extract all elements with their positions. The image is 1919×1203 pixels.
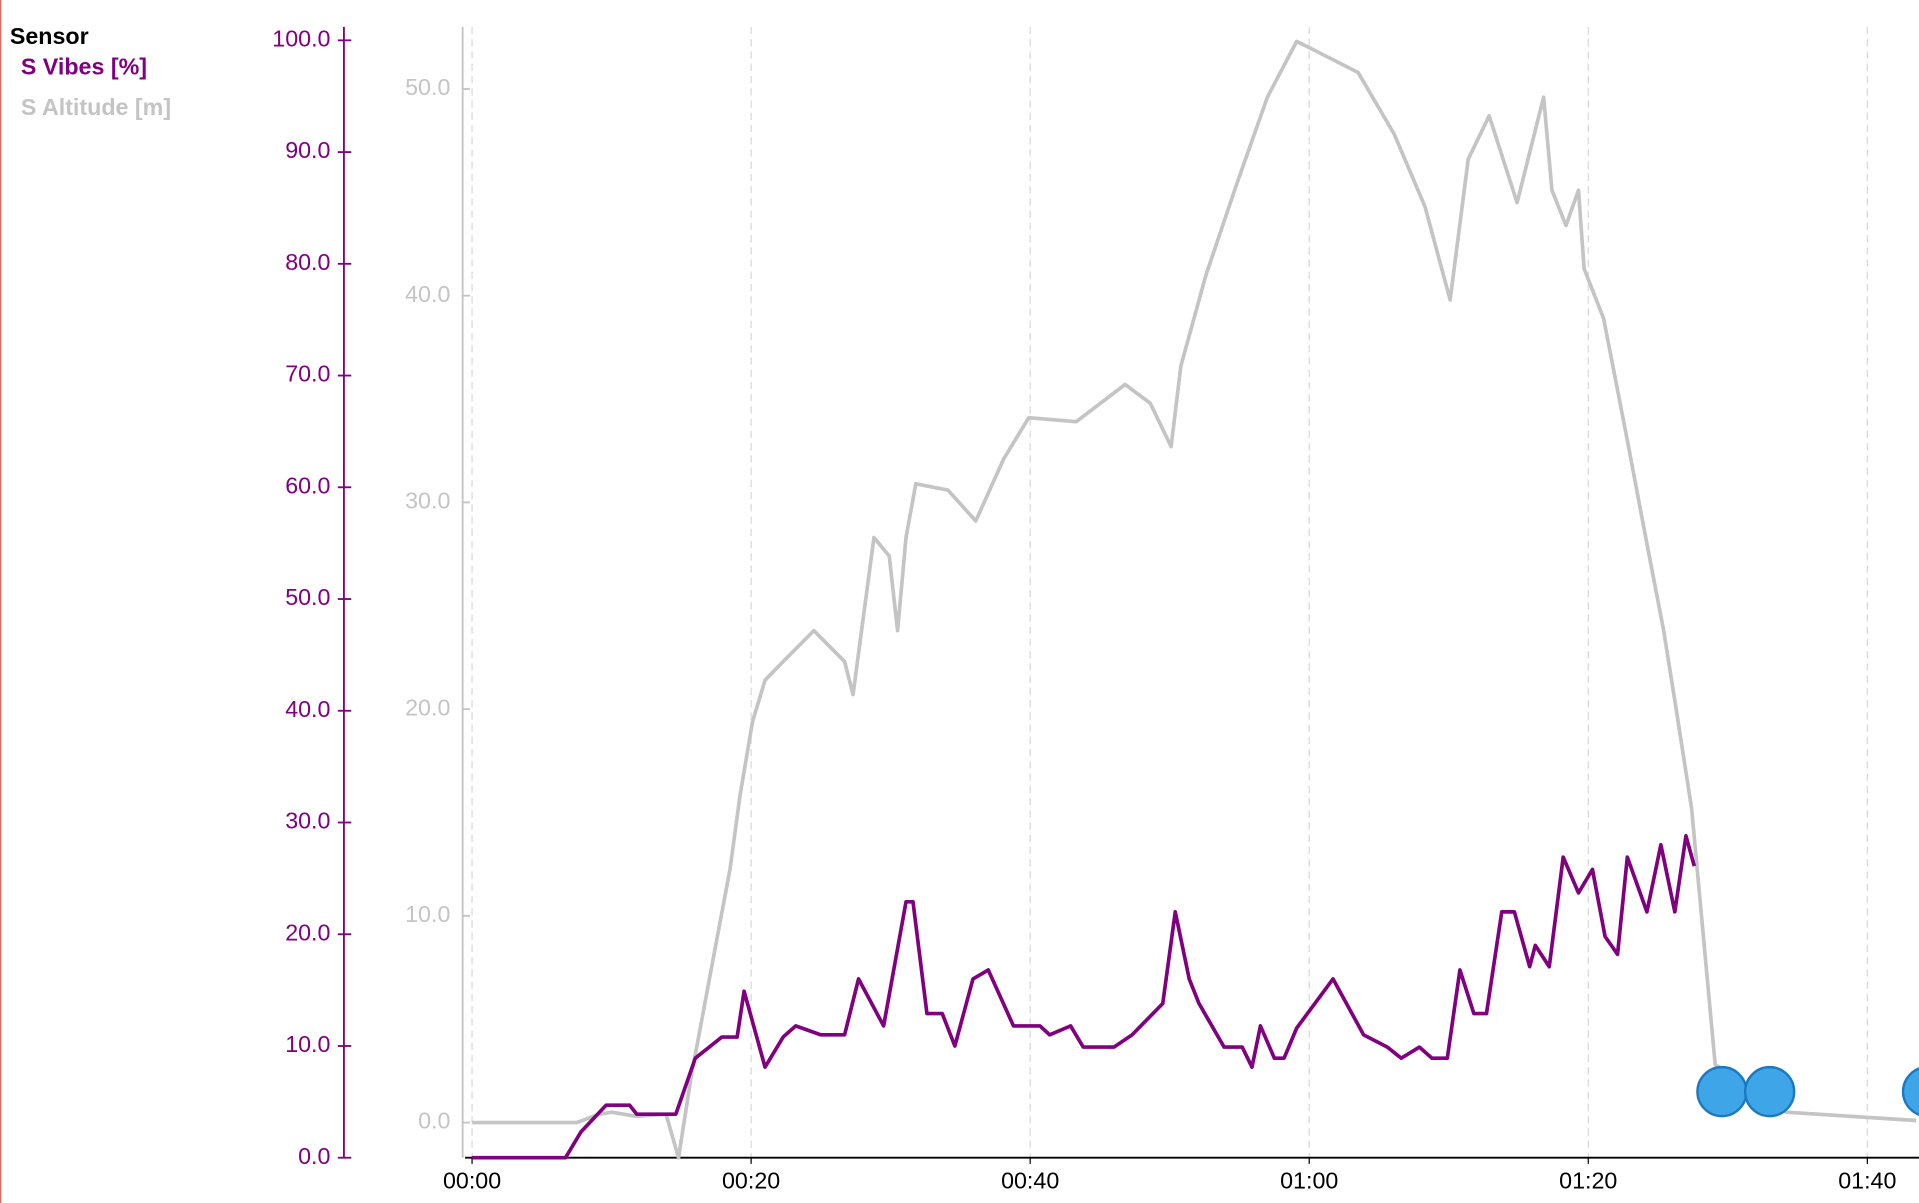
x-tick-label: 01:40: [1838, 1167, 1896, 1193]
y-tick-label: 50.0: [285, 584, 330, 610]
x-tick-label: 00:20: [722, 1167, 780, 1193]
series-line: [472, 39, 1917, 1160]
legend-entry: S Vibes [%]: [21, 54, 147, 80]
x-tick-label: 00:00: [443, 1167, 501, 1193]
y-tick-label: 60.0: [285, 472, 330, 498]
y-tick-label: 20.0: [285, 919, 330, 945]
y-tick-label: 0.0: [298, 1143, 330, 1169]
note-icon: [1743, 1065, 1796, 1118]
y-tick-label: 100.0: [272, 25, 330, 51]
y-tick-label: 70.0: [285, 361, 330, 387]
y2-tick-label: 0.0: [418, 1108, 450, 1134]
y2-tick-label: 40.0: [405, 281, 450, 307]
legend-title: Sensor: [10, 23, 89, 49]
series-line: [472, 834, 1697, 1160]
y-tick-label: 10.0: [285, 1031, 330, 1057]
note-markers: [1696, 1065, 1919, 1118]
y-tick-label: 90.0: [285, 137, 330, 163]
note-icon: [1696, 1065, 1748, 1118]
y-tick-label: 80.0: [285, 249, 330, 275]
note-icon: [1901, 1067, 1919, 1116]
y-tick-label: 40.0: [285, 696, 330, 722]
x-tick-label: 00:40: [1001, 1167, 1059, 1193]
y2-tick-label: 30.0: [405, 488, 450, 514]
y2-tick-label: 10.0: [405, 901, 450, 927]
y-tick-label: 30.0: [285, 808, 330, 834]
y2-tick-label: 20.0: [405, 694, 450, 720]
x-tick-label: 01:20: [1559, 1167, 1617, 1193]
legend-entry: S Altitude [m]: [21, 94, 171, 120]
y2-tick-label: 50.0: [405, 74, 450, 100]
x-tick-label: 01:00: [1280, 1167, 1338, 1193]
